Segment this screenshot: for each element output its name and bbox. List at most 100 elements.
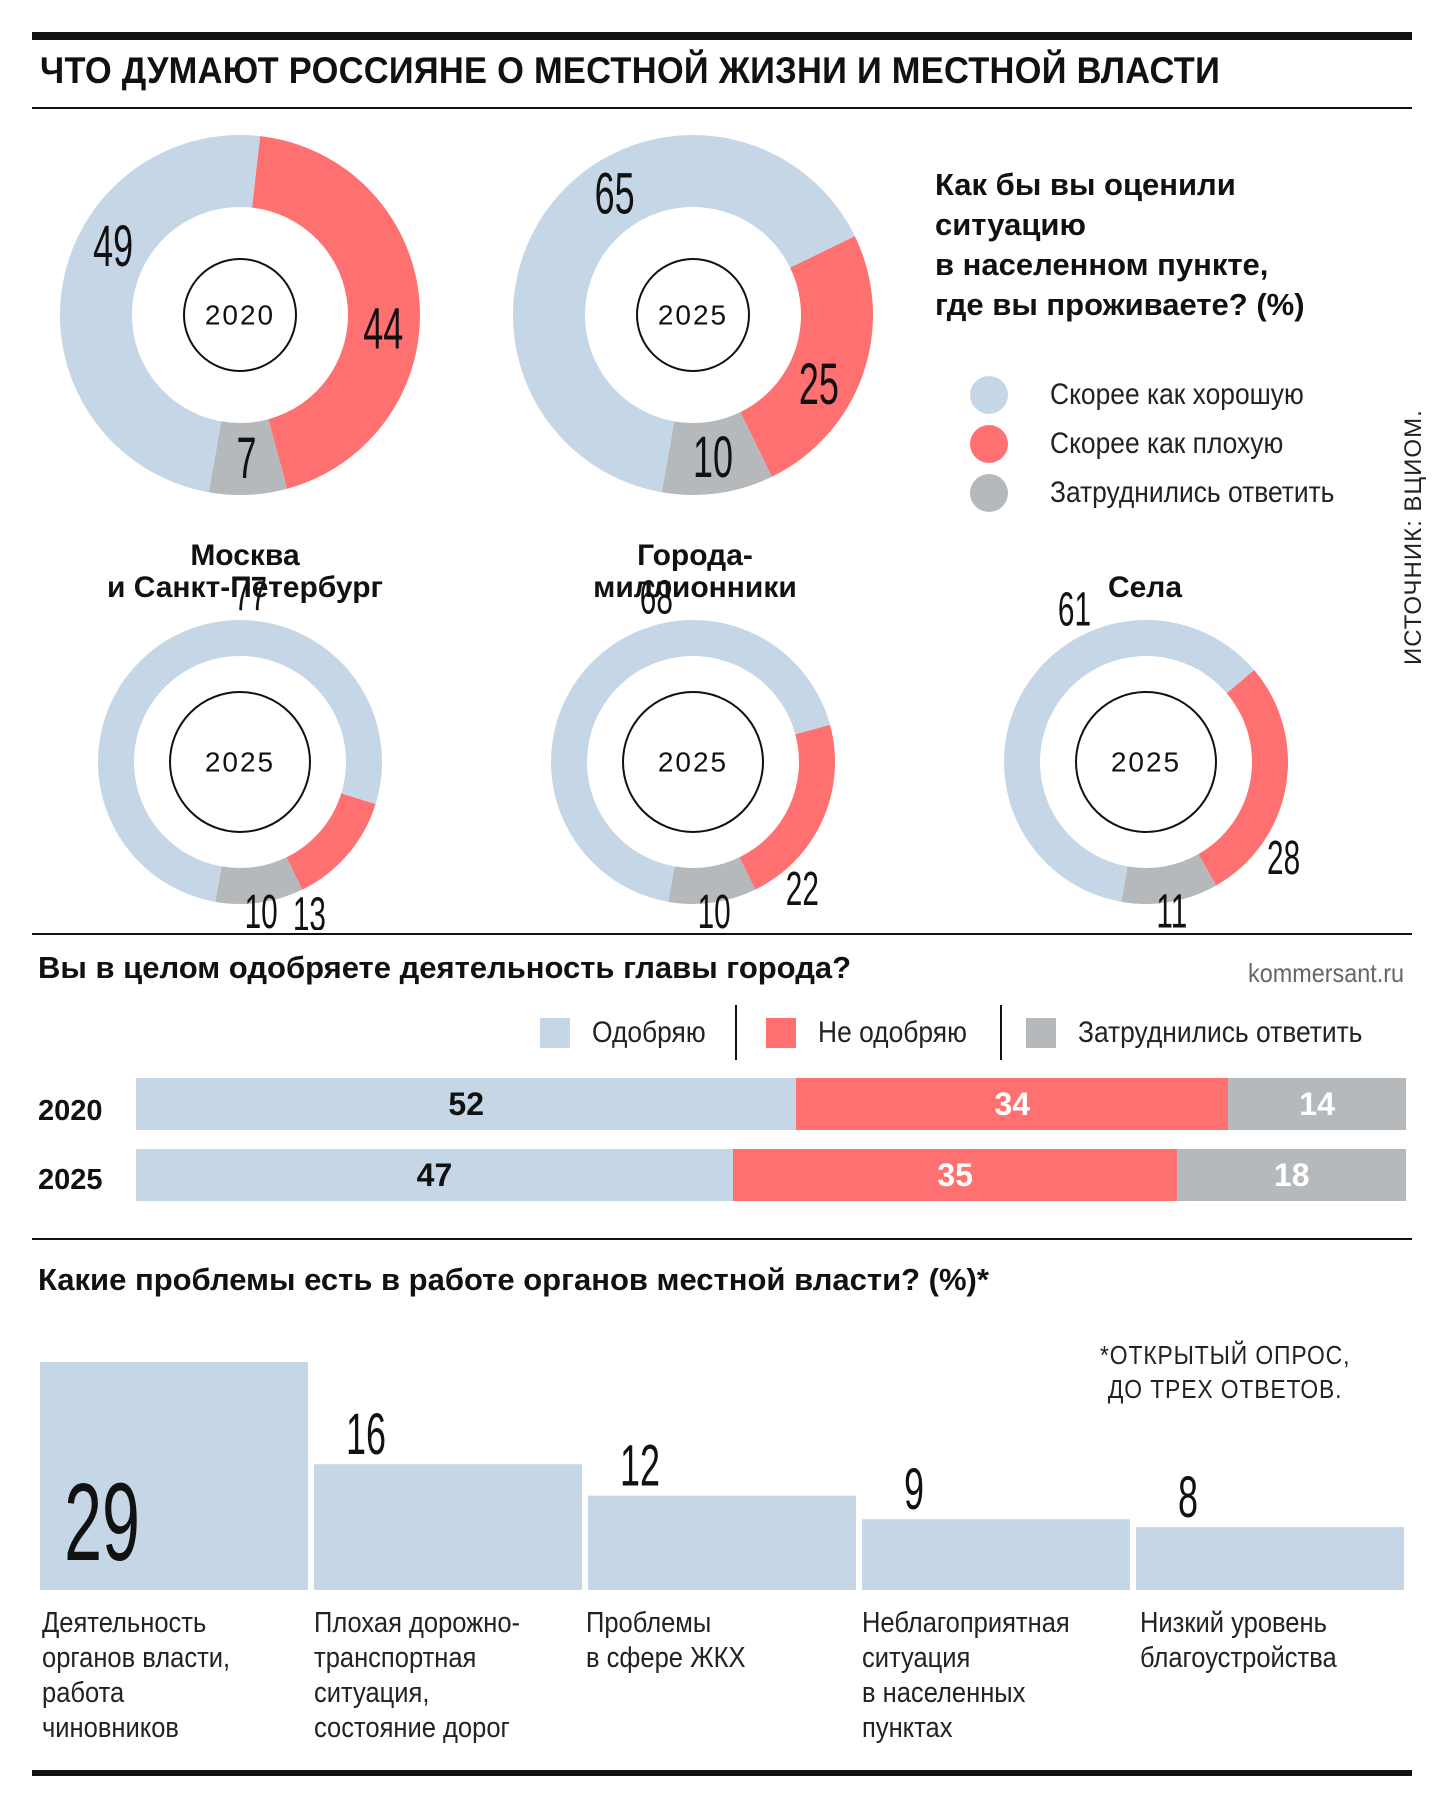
donut-year-label: 2025 (658, 747, 728, 778)
problems-bar-chart: 29 16 12 9 8 (40, 1362, 1404, 1590)
group-label-line: Села (1107, 571, 1183, 604)
bar-segment-approve: 52 (136, 1078, 797, 1130)
donut-label-good: 61 (1058, 584, 1091, 637)
donut-label-good: 65 (595, 162, 635, 227)
donut-slice-bad (252, 136, 420, 489)
legend-item-good: Скорее как хорошую (970, 375, 1338, 415)
year-label-2025: 2025 (38, 1164, 103, 1196)
category-label-line: работа (42, 1677, 125, 1709)
category-label-line: в населенных (862, 1677, 1026, 1709)
category-label-line: благоустройства (1140, 1642, 1337, 1674)
bar-legend-unsure: Затруднились ответить (1026, 1013, 1401, 1053)
donut-year-label: 2020 (205, 300, 275, 331)
donut-question: Как бы вы оценили ситуацию в населенном … (935, 165, 1305, 325)
donut-label-good: 77 (234, 568, 267, 621)
group-label-line: и Санкт-Петербург (106, 571, 384, 604)
group-label-moscow-spb: Москва и Санкт-Петербург (60, 540, 430, 604)
group-label-millionaire-cities: Города- миллионники (510, 540, 880, 604)
donut-year-ring (169, 691, 311, 833)
category-label: Плохая дорожно- транспортная ситуация, с… (314, 1606, 520, 1746)
problem-bar (862, 1519, 1130, 1590)
donut-question-line: Как бы вы оценили (935, 167, 1236, 202)
donut-label-unsure: 10 (693, 425, 733, 490)
donut-slice-bad (1198, 669, 1288, 886)
legend-swatch-bad (970, 425, 1008, 463)
bar-segment-unsure: 18 (1177, 1149, 1406, 1201)
legend-label: Скорее как хорошую (1050, 378, 1304, 411)
legend-label: Затруднились ответить (1050, 476, 1335, 509)
donut-year-ring (183, 258, 297, 372)
bar-segment-approve: 47 (136, 1149, 733, 1201)
bar-legend-approve: Одобряю (540, 1013, 721, 1053)
problem-value-label: 9 (904, 1458, 924, 1523)
donut-label-unsure: 7 (237, 426, 257, 491)
donut-year-label: 2025 (1111, 747, 1181, 778)
category-label: Неблагоприятная ситуация в населенных пу… (862, 1606, 1070, 1746)
top-rule (32, 32, 1412, 40)
group-label-line: Города- (637, 539, 753, 572)
donut-label-unsure: 11 (1156, 885, 1187, 930)
donut-year-ring (622, 691, 764, 833)
legend-swatch-good (970, 376, 1008, 414)
donut-question-line: ситуацию (935, 207, 1086, 242)
donut-year-label: 2025 (205, 747, 275, 778)
page-title: ЧТО ДУМАЮТ РОССИЯНЕ О МЕСТНОЙ ЖИЗНИ И МЕ… (40, 50, 1221, 91)
category-label-line: Низкий уровень (1140, 1607, 1327, 1639)
donut-slice-bad (286, 793, 376, 890)
survey-note-line: *ОТКРЫТЫЙ ОПРОС, (1100, 1340, 1351, 1370)
donut-slice-bad (739, 724, 835, 890)
survey-note-line: ДО ТРЕХ ОТВЕТОВ. (1107, 1374, 1343, 1404)
title-rule (32, 107, 1412, 109)
category-label-line: транспортная (314, 1642, 477, 1674)
problem-value-label: 8 (1178, 1465, 1198, 1530)
donut-question-line: где вы проживаете? (%) (935, 287, 1305, 322)
section-rule (32, 1238, 1412, 1240)
legend-swatch-unsure (970, 474, 1008, 512)
bar-legend-disapprove: Не одобряю (766, 1013, 987, 1053)
legend-item-bad: Скорее как плохую (970, 424, 1315, 464)
category-label-line: Плохая дорожно- (314, 1607, 521, 1639)
legend-separator (735, 1005, 737, 1060)
donut-slice-bad (740, 236, 873, 477)
site-credit: kommersant.ru (1248, 958, 1405, 988)
donut-slice-unsure (208, 419, 288, 496)
section-rule (32, 933, 1412, 935)
group-label-villages: Села (960, 572, 1330, 604)
stacked-bar-2020: 52 34 14 (136, 1078, 1406, 1130)
year-label-2020: 2020 (38, 1095, 103, 1127)
donut-slice-unsure (668, 857, 756, 904)
donut-year-ring (636, 258, 750, 372)
category-label-line: состояние дорог (314, 1712, 510, 1744)
donut-year-ring (1075, 691, 1217, 833)
category-label: Низкий уровень благоустройства (1140, 1606, 1337, 1676)
legend-separator (1000, 1005, 1002, 1060)
legend-label: Скорее как плохую (1050, 427, 1284, 460)
donut-slice-unsure (215, 857, 303, 904)
donut-slice-unsure (1121, 854, 1217, 904)
bottom-rule (32, 1770, 1412, 1776)
bar-segment-unsure: 14 (1228, 1078, 1406, 1130)
bar-segment-disapprove: 34 (796, 1078, 1229, 1130)
legend-swatch-unsure (1026, 1018, 1056, 1048)
donut-slice-good (513, 134, 855, 493)
category-label-line: органов власти, (42, 1642, 231, 1674)
group-label-line: Москва (190, 539, 300, 572)
problem-bar (40, 1362, 308, 1590)
category-label-line: Деятельность (42, 1607, 207, 1639)
category-label: Деятельность органов власти, работа чино… (42, 1606, 230, 1746)
donut-label-bad: 44 (363, 297, 403, 362)
survey-note: *ОТКРЫТЫЙ ОПРОС, ДО ТРЕХ ОТВЕТОВ. (1100, 1338, 1350, 1406)
donut-label-bad: 13 (293, 889, 326, 930)
donut-slice-good (60, 135, 261, 493)
problem-value-label: 29 (64, 1461, 140, 1584)
donut-slice-good (1004, 620, 1255, 902)
donut-label-bad: 28 (1267, 832, 1300, 885)
bar-segment-disapprove: 35 (732, 1149, 1178, 1201)
category-label-line: чиновников (42, 1712, 179, 1744)
donut-label-bad: 22 (786, 863, 819, 916)
legend-swatch-approve (540, 1018, 570, 1048)
problem-bar (588, 1495, 856, 1590)
category-label: Проблемы в сфере ЖКХ (586, 1606, 746, 1676)
donut-charts: 49 44 7 2020 65 25 10 2025 77 13 10 2025 68 22 10 2025 6… (60, 134, 1300, 930)
legend-label: Затруднились ответить (1078, 1016, 1363, 1049)
